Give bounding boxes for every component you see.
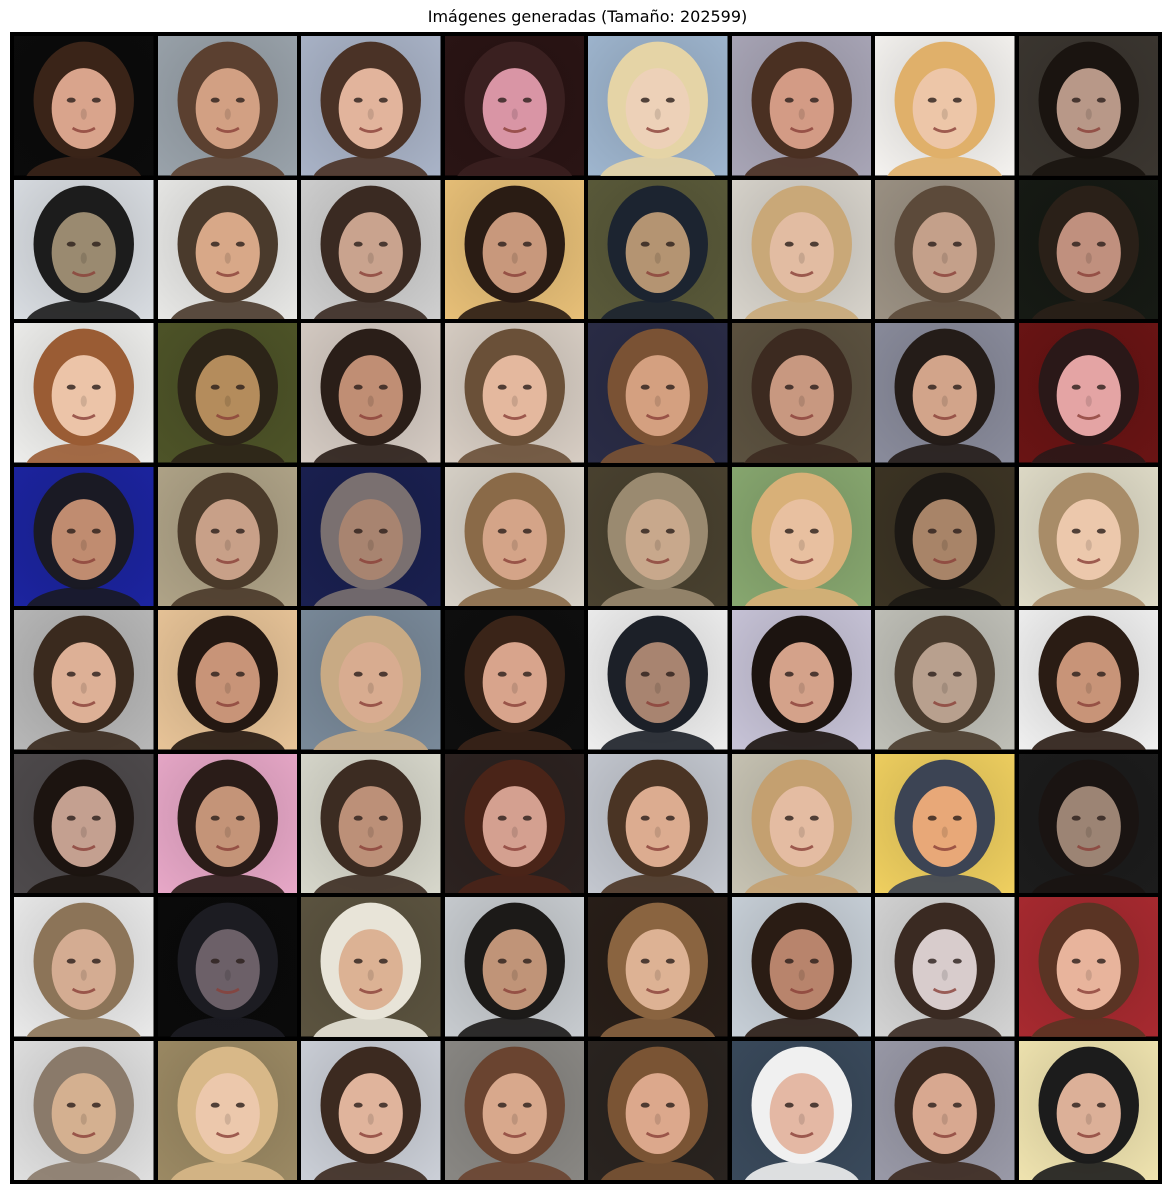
generated-face-image: [731, 179, 871, 319]
generated-face-image: [731, 323, 871, 463]
generated-face-image: [301, 36, 441, 176]
generated-face-image: [1018, 36, 1158, 176]
generated-face-image: [1018, 466, 1158, 606]
generated-face-image: [1018, 753, 1158, 893]
generated-face-image: [588, 897, 728, 1037]
generated-face-image: [14, 36, 154, 176]
generated-face-image: [588, 466, 728, 606]
generated-face-image: [875, 1040, 1015, 1180]
generated-face-image: [731, 610, 871, 750]
generated-face-image: [588, 753, 728, 893]
generated-face-image: [14, 1040, 154, 1180]
generated-face-image: [875, 753, 1015, 893]
generated-face-image: [301, 610, 441, 750]
generated-face-image: [444, 1040, 584, 1180]
figure-title: Imágenes generadas (Tamaño: 202599): [427, 7, 748, 26]
generated-face-image: [301, 897, 441, 1037]
generated-face-image: [444, 897, 584, 1037]
generated-face-image: [157, 179, 297, 319]
generated-face-image: [14, 179, 154, 319]
generated-face-image: [444, 753, 584, 893]
generated-face-image: [301, 323, 441, 463]
generated-face-image: [301, 1040, 441, 1180]
generated-face-image: [1018, 179, 1158, 319]
generated-face-image: [301, 753, 441, 893]
generated-face-image: [588, 36, 728, 176]
generated-face-image: [1018, 323, 1158, 463]
generated-face-image: [301, 179, 441, 319]
image-grid-frame: [10, 32, 1162, 1184]
generated-face-image: [301, 466, 441, 606]
generated-face-image: [444, 466, 584, 606]
generated-face-image: [731, 36, 871, 176]
generated-images-grid: [14, 36, 1158, 1180]
generated-face-image: [731, 466, 871, 606]
generated-face-image: [588, 1040, 728, 1180]
generated-face-image: [875, 36, 1015, 176]
generated-face-image: [444, 323, 584, 463]
generated-face-image: [157, 323, 297, 463]
generated-face-image: [157, 466, 297, 606]
generated-face-image: [731, 1040, 871, 1180]
generated-face-image: [588, 610, 728, 750]
generated-face-image: [875, 179, 1015, 319]
generated-face-image: [14, 753, 154, 893]
generated-face-image: [157, 1040, 297, 1180]
generated-face-image: [875, 323, 1015, 463]
generated-face-image: [588, 179, 728, 319]
generated-face-image: [1018, 897, 1158, 1037]
generated-face-image: [588, 323, 728, 463]
generated-face-image: [157, 753, 297, 893]
generated-face-image: [731, 753, 871, 893]
generated-face-image: [157, 897, 297, 1037]
generated-face-image: [875, 897, 1015, 1037]
generated-face-image: [157, 36, 297, 176]
generated-face-image: [1018, 1040, 1158, 1180]
generated-face-image: [14, 323, 154, 463]
generated-face-image: [875, 466, 1015, 606]
generated-face-image: [157, 610, 297, 750]
generated-face-image: [444, 179, 584, 319]
generated-face-image: [1018, 610, 1158, 750]
generated-face-image: [731, 897, 871, 1037]
generated-face-image: [14, 897, 154, 1037]
generated-face-image: [14, 610, 154, 750]
generated-face-image: [444, 610, 584, 750]
generated-face-image: [444, 36, 584, 176]
generated-face-image: [14, 466, 154, 606]
generated-face-image: [875, 610, 1015, 750]
